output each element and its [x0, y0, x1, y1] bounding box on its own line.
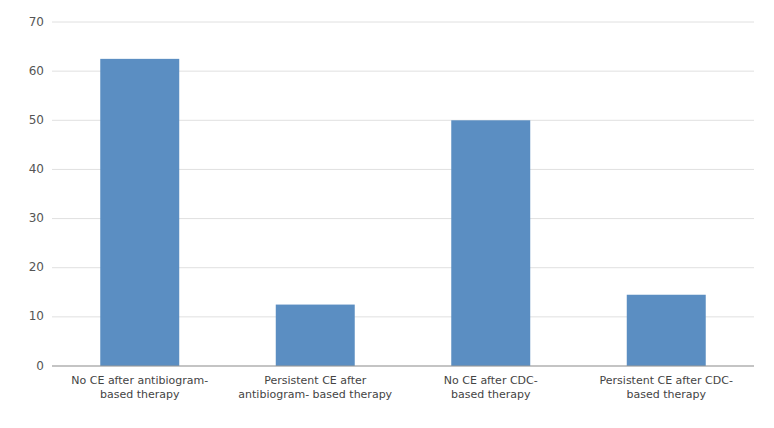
x-tick-label: No CE after antibiogram-based therapy: [71, 374, 208, 401]
y-tick-label: 0: [36, 359, 44, 373]
x-tick-label: Persistent CE afterantibiogram- based th…: [238, 374, 392, 401]
bar: [451, 120, 530, 366]
bar: [100, 59, 179, 366]
grid-line: [52, 22, 754, 23]
bar: [276, 305, 355, 366]
y-tick-label: 60: [29, 64, 44, 78]
x-tick-label: No CE after CDC-based therapy: [444, 374, 538, 401]
x-tick-label: Persistent CE after CDC-based therapy: [600, 374, 733, 401]
x-axis-line: [52, 366, 754, 367]
y-tick-label: 20: [29, 260, 44, 274]
y-tick-label: 50: [29, 113, 44, 127]
chart-svg: 0 10 20 30 40 50 60 70 No CE after antibiogram-b…: [0, 0, 774, 428]
bars: [100, 59, 705, 366]
y-tick-label: 10: [29, 309, 44, 323]
y-tick-label: 70: [29, 15, 44, 29]
y-tick-label: 40: [29, 162, 44, 176]
grid-line: [52, 366, 754, 367]
chart-container: 0 10 20 30 40 50 60 70 No CE after antibiogram-b…: [0, 0, 774, 428]
y-axis: 0 10 20 30 40 50 60 70: [29, 15, 754, 373]
x-axis: No CE after antibiogram-based therapy Per…: [71, 374, 733, 401]
y-tick-label: 30: [29, 211, 44, 225]
bar: [627, 295, 706, 366]
